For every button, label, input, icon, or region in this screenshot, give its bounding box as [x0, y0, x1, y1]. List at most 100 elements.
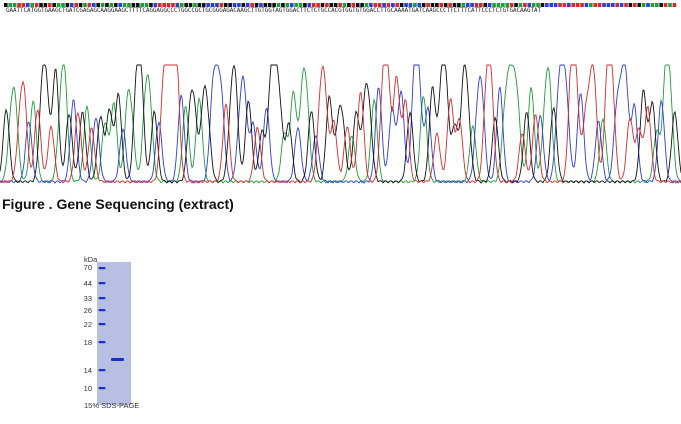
marker-band-14	[98, 369, 106, 372]
base-color-mark	[8, 3, 13, 7]
base-color-mark	[285, 3, 290, 7]
base-color-mark	[501, 3, 505, 7]
base-color-mark	[377, 3, 382, 7]
marker-band-44	[98, 282, 106, 285]
base-color-mark	[668, 3, 672, 7]
base-color-mark	[135, 3, 140, 7]
base-color-mark	[140, 3, 144, 7]
base-color-mark	[175, 3, 180, 7]
marker-label-70: 70	[83, 263, 92, 272]
marker-band-33	[98, 297, 106, 300]
base-color-mark	[448, 3, 452, 7]
base-color-mark	[281, 3, 285, 7]
marker-band-70	[98, 267, 106, 270]
base-color-mark	[232, 3, 237, 7]
base-color-mark	[219, 3, 224, 7]
base-color-mark	[479, 3, 483, 7]
base-color-mark	[12, 3, 17, 7]
base-color-mark	[100, 3, 105, 7]
base-color-mark	[74, 3, 78, 7]
base-color-mark	[276, 3, 281, 7]
trace-t	[0, 64, 681, 184]
base-color-mark	[34, 3, 39, 7]
gel-image	[97, 262, 131, 405]
base-color-mark	[201, 3, 206, 7]
base-color-mark	[245, 3, 250, 7]
base-color-mark	[351, 3, 356, 7]
base-color-mark	[17, 3, 21, 7]
base-color-mark	[171, 3, 175, 7]
base-color-mark	[514, 3, 518, 7]
marker-label-18: 18	[83, 338, 92, 347]
base-color-mark	[404, 3, 408, 7]
base-color-mark	[25, 3, 30, 7]
base-color-mark	[602, 3, 606, 7]
base-color-mark	[96, 3, 100, 7]
base-color-mark	[373, 3, 378, 7]
base-color-mark	[672, 3, 677, 7]
base-color-mark	[355, 3, 360, 7]
gel-unit-label: kDa	[84, 255, 98, 264]
base-color-mark	[619, 3, 624, 7]
base-color-mark	[421, 3, 426, 7]
base-color-mark	[298, 3, 303, 7]
base-color-mark	[223, 3, 228, 7]
base-color-mark	[325, 3, 329, 7]
marker-label-26: 26	[83, 306, 92, 315]
base-color-mark	[382, 3, 386, 7]
base-color-mark	[584, 3, 589, 7]
sample-band	[111, 358, 124, 361]
gel-caption: 15% SDS-PAGE	[84, 401, 140, 410]
base-color-mark	[307, 3, 312, 7]
base-color-mark	[364, 3, 369, 7]
base-color-mark	[188, 3, 193, 7]
base-color-mark	[593, 3, 598, 7]
base-color-mark	[113, 3, 118, 7]
base-color-mark	[465, 3, 470, 7]
base-color-mark	[641, 3, 646, 7]
base-color-mark	[294, 3, 298, 7]
base-color-mark	[439, 3, 444, 7]
base-color-mark	[474, 3, 479, 7]
base-color-mark	[646, 3, 650, 7]
chromatogram-trace	[0, 64, 681, 184]
base-color-mark	[263, 3, 268, 7]
base-color-mark	[606, 3, 611, 7]
base-color-mark	[47, 3, 52, 7]
base-color-mark	[435, 3, 439, 7]
base-color-mark	[567, 3, 571, 7]
base-color-mark	[184, 3, 188, 7]
base-color-mark	[443, 3, 448, 7]
base-color-mark	[545, 3, 549, 7]
base-color-mark	[347, 3, 351, 7]
sequence-text: GAATTCATGGTGAAGCTGATCGAGAGCAAGGAAGCTTTTC…	[6, 8, 541, 14]
gel-background	[97, 262, 131, 405]
base-color-mark	[611, 3, 615, 7]
sds-page-gel-panel: kDa 70 44 33 26 22 18 14 10 15% SDS-PAGE	[76, 254, 186, 424]
base-color-mark	[333, 3, 338, 7]
base-color-mark	[505, 3, 510, 7]
base-color-mark	[483, 3, 488, 7]
base-color-mark	[21, 3, 26, 7]
base-color-mark	[153, 3, 158, 7]
base-color-mark	[272, 3, 276, 7]
base-color-mark	[426, 3, 430, 7]
sequencing-panel: GAATTCATGGTGAAGCTGATCGAGAGCAAGGAAGCTTTTC…	[0, 0, 681, 190]
base-color-mark	[413, 3, 417, 7]
base-color-mark	[369, 3, 373, 7]
trace-c	[0, 64, 681, 184]
base-color-mark	[342, 3, 347, 7]
base-color-mark	[149, 3, 153, 7]
base-color-mark	[78, 3, 83, 7]
figure-caption: Figure . Gene Sequencing (extract)	[2, 196, 234, 212]
base-color-mark	[157, 3, 162, 7]
base-color-mark	[215, 3, 219, 7]
base-color-mark	[360, 3, 364, 7]
base-color-mark	[496, 3, 501, 7]
base-color-mark	[527, 3, 532, 7]
marker-label-44: 44	[83, 279, 92, 288]
base-color-mark	[61, 3, 65, 7]
base-color-mark	[452, 3, 457, 7]
trace-g	[0, 64, 681, 184]
base-color-mark	[166, 3, 171, 7]
